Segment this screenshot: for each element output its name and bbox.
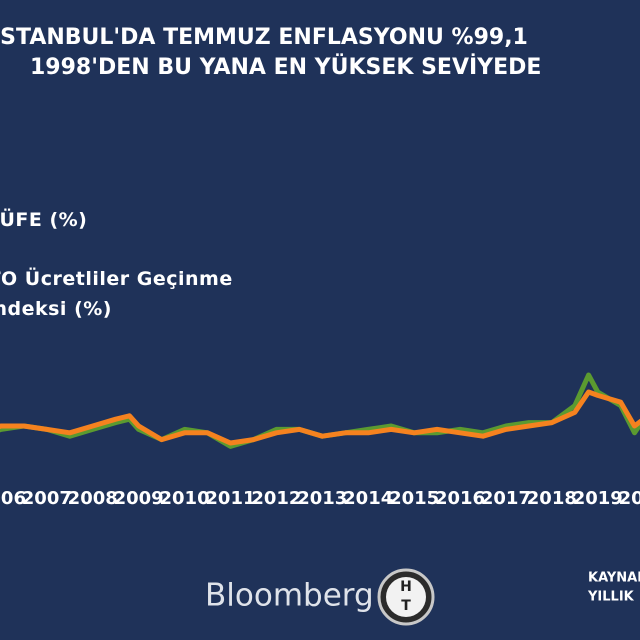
x-tick-label: 2010	[160, 488, 210, 509]
chart-title: İSTANBUL'DA TEMMUZ ENFLASYONU %99,1	[0, 24, 528, 50]
legend-entry: İTO Ücretliler Geçinme Endeksi (%)	[0, 268, 233, 320]
x-tick-label: 2011	[205, 488, 255, 509]
x-tick-label: 2009	[114, 488, 164, 509]
source: KAYNAK	[588, 571, 640, 586]
x-tick-label: 2017	[481, 488, 531, 509]
x-tick-label: 2014	[343, 488, 393, 509]
x-tick-label: 2020	[619, 488, 640, 509]
svg-text:H: H	[400, 579, 412, 595]
svg-text:T: T	[401, 598, 411, 614]
x-tick-label: 2013	[297, 488, 347, 509]
x-tick-label: 2006	[0, 488, 26, 509]
x-tick-label: 2016	[435, 488, 485, 509]
brand: Bloomberg	[205, 578, 374, 614]
note: YILLIK	[587, 590, 635, 605]
chart-subtitle: 1998'DEN BU YANA EN YÜKSEK SEVİYEDE	[30, 54, 541, 80]
x-tick-label: 2008	[68, 488, 118, 509]
series-line	[0, 389, 640, 446]
x-tick-label: 2018	[527, 488, 577, 509]
x-tick-label: 2012	[251, 488, 301, 509]
ht-logo: H T	[377, 568, 435, 626]
x-tick-label: 2007	[22, 488, 72, 509]
x-tick-label: 2019	[573, 488, 623, 509]
legend-entry: TÜFE (%)	[0, 209, 88, 231]
x-tick-label: 2015	[389, 488, 439, 509]
